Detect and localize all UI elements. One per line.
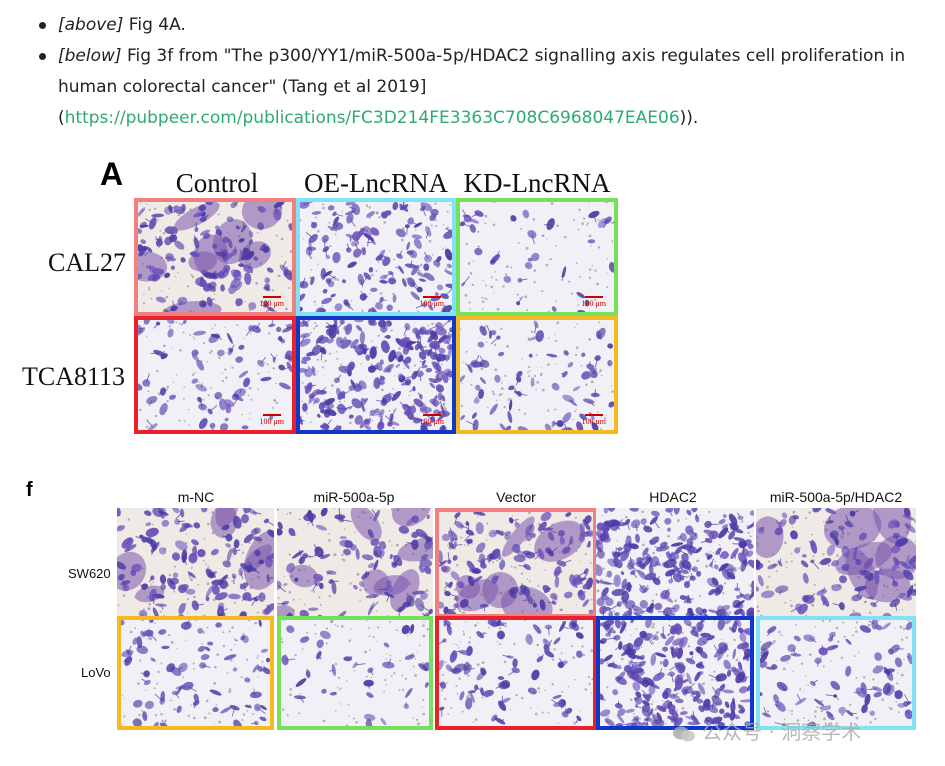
figure-a-col-control: Control bbox=[175, 168, 259, 198]
scale-bar: 100 μm bbox=[419, 296, 444, 308]
reference-list: [above] Fig 4A. [below] Fig 3f from "The… bbox=[34, 10, 914, 134]
figure-f-col-vector: Vector bbox=[496, 489, 536, 505]
above-tag: [above] bbox=[58, 15, 124, 35]
below-text: Fig 3f from "The p300/YY1/miR-500a-5p/HD… bbox=[58, 46, 906, 97]
figure-f-panel-r1-c2 bbox=[277, 508, 433, 618]
watermark: 公众号 · 洞察学术 bbox=[672, 716, 861, 745]
scale-bar: 100 μm bbox=[259, 414, 284, 426]
link-open-paren: ( bbox=[58, 108, 65, 128]
figure-f-panel-r2-c5 bbox=[756, 616, 916, 730]
figure-a-row-cal27: CAL27 bbox=[48, 248, 126, 277]
figure-f-row-sw620: SW620 bbox=[68, 566, 111, 581]
scale-bar: 100 μm bbox=[419, 414, 444, 426]
figure-f-panel-r2-c2 bbox=[277, 616, 433, 730]
figure-f-panel-r1-c5 bbox=[756, 508, 916, 618]
scale-bar: 100 μm bbox=[581, 414, 606, 426]
figure-a-panel-r2-c3: 100 μm bbox=[456, 316, 618, 434]
figure-a-panel-r1-c2: 100 μm bbox=[296, 198, 456, 316]
pubpeer-link[interactable]: https://pubpeer.com/publications/FC3D214… bbox=[64, 108, 680, 128]
scale-bar: 100 μm bbox=[259, 296, 284, 308]
figure-f-panel-r2-c1 bbox=[117, 616, 274, 730]
watermark-text: 公众号 · 洞察学术 bbox=[702, 720, 862, 744]
figure-a-panel-r1-c1: 100 μm bbox=[134, 198, 296, 316]
figure-a-panel-r2-c2: 100 μm bbox=[296, 316, 456, 434]
figure-f-panel-r1-c4 bbox=[596, 508, 754, 618]
list-item-above: [above] Fig 4A. bbox=[34, 10, 914, 41]
figure-f-row-lovo: LoVo bbox=[81, 665, 111, 680]
figure-f-col-hdac2: HDAC2 bbox=[649, 489, 697, 505]
figure-f-col-mnc: m-NC bbox=[177, 489, 215, 505]
figure-f-letter: f bbox=[26, 479, 33, 501]
figure-f-col-mir-hdac2: miR-500a-5p/HDAC2 bbox=[769, 489, 903, 505]
figure-f-panel-r1-c3 bbox=[435, 508, 597, 618]
list-item-below: [below] Fig 3f from "The p300/YY1/miR-50… bbox=[34, 41, 914, 134]
figure-a-col-oe: OE-LncRNA bbox=[304, 168, 448, 198]
below-tag: [below] bbox=[58, 46, 122, 66]
figure-a-panel-r2-c1: 100 μm bbox=[134, 316, 296, 434]
figure-f-panel-r1-c1 bbox=[117, 508, 274, 618]
figure-f-panel-r2-c4 bbox=[596, 616, 754, 730]
figure-a-letter: A bbox=[100, 156, 124, 192]
figure-a-row-tca8113: TCA8113 bbox=[22, 362, 126, 391]
figure-a-panel-r1-c3: 100 μm bbox=[456, 198, 618, 316]
scale-bar: 100 μm bbox=[581, 296, 606, 308]
figure-f-panel-r2-c3 bbox=[435, 616, 597, 730]
figure-f-col-mir: miR-500a-5p bbox=[313, 489, 395, 505]
link-close-paren: )). bbox=[679, 108, 699, 128]
wechat-icon bbox=[673, 726, 695, 741]
above-text: Fig 4A. bbox=[123, 15, 186, 35]
figure-a-col-kd: KD-LncRNA bbox=[463, 168, 611, 198]
